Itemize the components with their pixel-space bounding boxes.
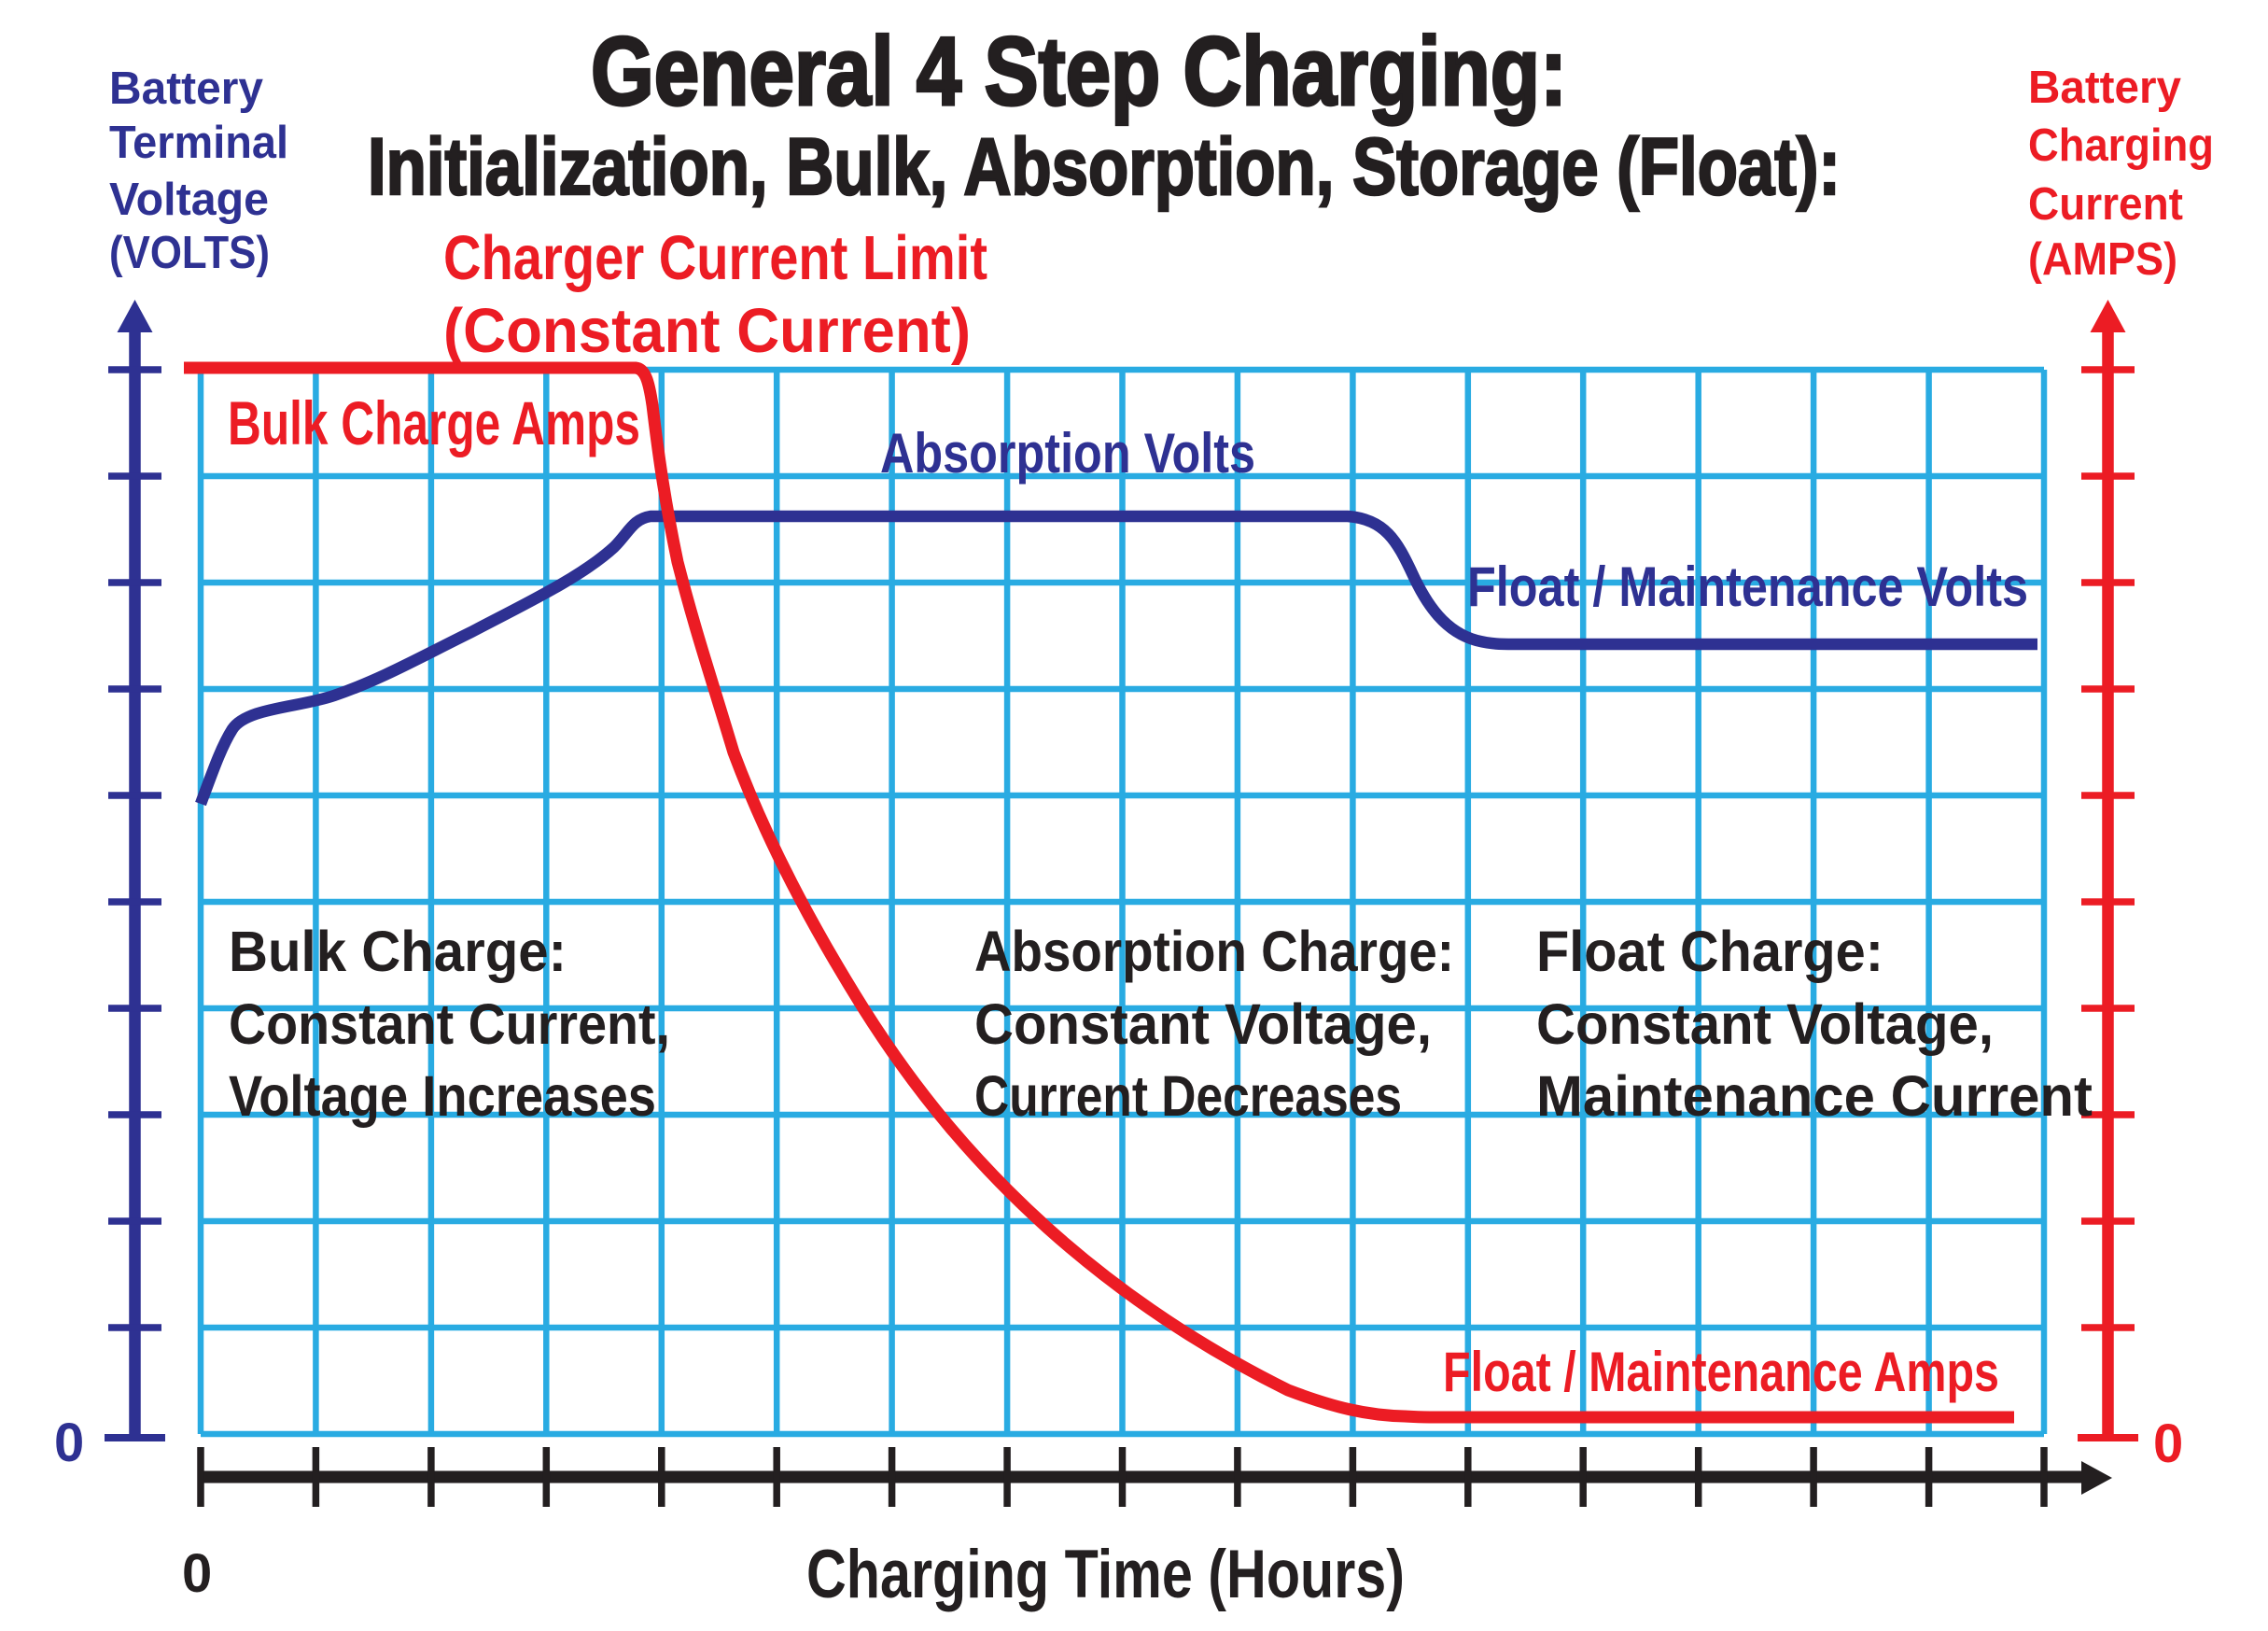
svg-text:Charger Current Limit: Charger Current Limit — [443, 223, 987, 293]
svg-text:Battery: Battery — [2028, 63, 2181, 113]
svg-text:Float / Maintenance Amps: Float / Maintenance Amps — [1443, 1341, 1999, 1403]
svg-text:General 4 Step Charging:: General 4 Step Charging: — [591, 18, 1567, 126]
svg-text:0: 0 — [54, 1413, 84, 1473]
svg-text:Charging: Charging — [2028, 120, 2214, 171]
svg-text:Terminal: Terminal — [109, 118, 288, 168]
svg-text:Float / Maintenance Volts: Float / Maintenance Volts — [1467, 555, 2028, 618]
svg-text:Constant Voltage,: Constant Voltage, — [1536, 992, 1994, 1056]
svg-text:Voltage Increases: Voltage Increases — [229, 1064, 656, 1128]
svg-text:0: 0 — [182, 1543, 212, 1604]
svg-text:Constant Voltage,: Constant Voltage, — [974, 992, 1432, 1056]
svg-text:Absorption Charge:: Absorption Charge: — [974, 920, 1454, 983]
svg-text:Constant Current,: Constant Current, — [229, 992, 670, 1056]
svg-text:(Constant Current): (Constant Current) — [443, 296, 971, 366]
svg-text:Absorption Volts: Absorption Volts — [880, 422, 1255, 485]
svg-text:Current: Current — [2028, 179, 2183, 230]
svg-text:Current Decreases: Current Decreases — [974, 1064, 1402, 1128]
svg-text:Float Charge:: Float Charge: — [1536, 920, 1883, 983]
svg-text:Charging Time (Hours): Charging Time (Hours) — [806, 1537, 1405, 1612]
svg-text:Battery: Battery — [109, 63, 263, 114]
svg-text:(VOLTS): (VOLTS) — [109, 228, 270, 278]
svg-text:Initialization, Bulk, Absorpti: Initialization, Bulk, Absorption, Storag… — [368, 122, 1841, 212]
svg-text:Bulk Charge Amps: Bulk Charge Amps — [228, 388, 640, 457]
svg-text:Bulk Charge:: Bulk Charge: — [229, 920, 567, 983]
svg-text:Voltage: Voltage — [109, 175, 269, 225]
svg-text:0: 0 — [2153, 1413, 2183, 1474]
svg-text:Maintenance Current: Maintenance Current — [1536, 1064, 2093, 1128]
svg-text:(AMPS): (AMPS) — [2028, 234, 2177, 285]
